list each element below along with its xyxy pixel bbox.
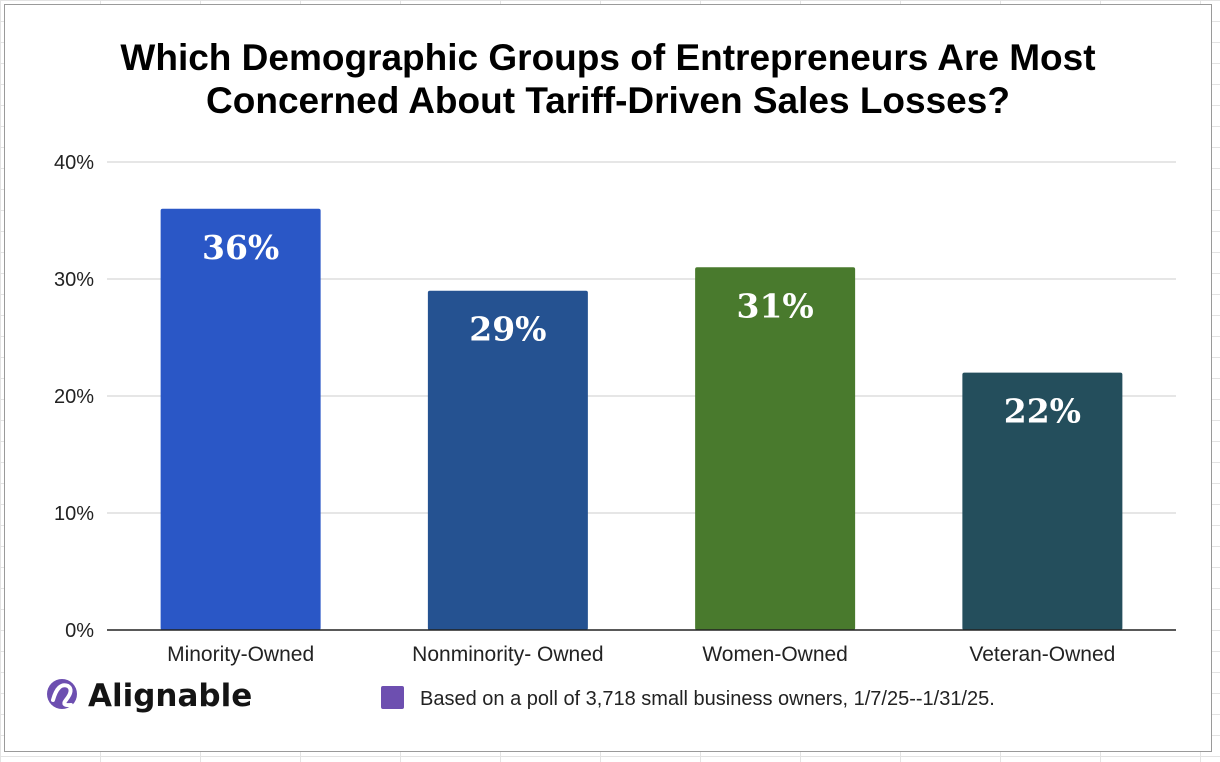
bar-data-label: 22% [1004,392,1081,431]
bar [160,208,321,631]
bar-data-label: 36% [202,228,279,267]
x-category-label: Veteran-Owned [969,643,1115,666]
y-tick-label: 0% [65,620,94,642]
bar [695,267,856,630]
alignable-logo: Alignable [47,678,252,714]
alignable-logo-icon [47,679,77,709]
bars: 36% 29% 31% 22% [160,208,1123,631]
x-axis-categories: Minority-Owned Nonminority- Owned Women-Ow… [167,643,1115,666]
bar [427,290,588,630]
y-tick-label: 40% [54,152,94,174]
chart-title-line-2: Concerned About Tariff-Driven Sales Loss… [206,80,1010,121]
y-tick-label: 10% [54,503,94,525]
legend-label: Based on a poll of 3,718 small business … [420,688,995,710]
x-category-label: Nonminority- Owned [412,643,603,666]
legend-swatch [381,686,404,709]
y-axis-ticks: 0% 10% 20% 30% 40% [54,152,94,642]
bar-data-label: 29% [469,310,546,349]
bar [962,372,1123,630]
y-tick-label: 20% [54,386,94,408]
x-category-label: Women-Owned [702,643,848,666]
bar-data-label: 31% [736,286,813,325]
y-tick-label: 30% [54,269,94,291]
brand-name: Alignable [88,678,252,714]
x-category-label: Minority-Owned [167,643,314,666]
legend: Based on a poll of 3,718 small business … [381,686,995,710]
chart-title-line-1: Which Demographic Groups of Entrepreneur… [120,37,1095,78]
